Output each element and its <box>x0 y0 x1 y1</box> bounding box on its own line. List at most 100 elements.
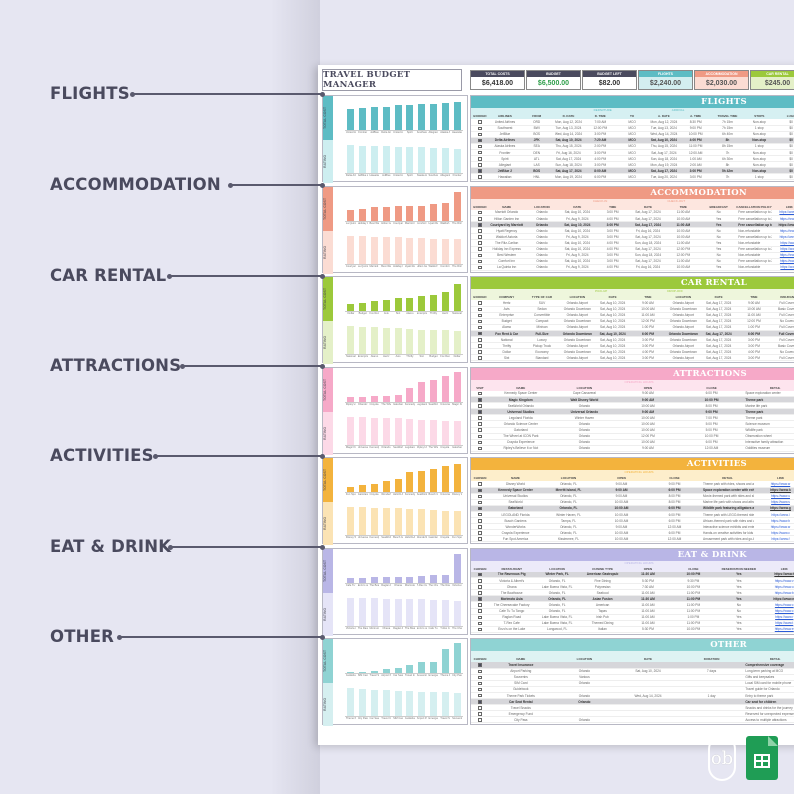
checkbox-cell[interactable] <box>471 155 489 163</box>
checkbox-unchecked[interactable] <box>478 229 482 233</box>
checkbox-unchecked[interactable] <box>478 706 482 710</box>
checkbox-cell[interactable] <box>471 149 489 157</box>
link-cell[interactable]: https://www.b <box>771 252 794 259</box>
column-header[interactable]: DATE <box>714 295 723 299</box>
checkbox-cell[interactable] <box>471 583 489 591</box>
link-cell[interactable]: https://www.e <box>761 626 794 633</box>
table-row[interactable]: Crayola Experience Orlando 10:00 AM 6:00 PM… <box>471 439 794 446</box>
table-row[interactable]: JetBlue 2 BOS Sat, Aug 17, 2024 8:00 AM MCO S… <box>471 167 794 175</box>
table-row[interactable]: Hertz SUV Orlando Airport Sat, Aug 10, 2024… <box>471 300 794 307</box>
checkbox-cell[interactable] <box>471 445 489 452</box>
table-row[interactable]: United Airlines ORD Mon, Aug 12, 2024 7:00 … <box>471 119 794 126</box>
checkbox-cell[interactable] <box>471 662 489 669</box>
checkbox-unchecked[interactable] <box>478 675 482 680</box>
column-header[interactable]: BREAKFAST <box>709 204 728 209</box>
link-cell[interactable]: https://www.f <box>754 535 794 543</box>
checkbox-unchecked[interactable] <box>478 391 482 396</box>
checkbox-cell[interactable] <box>471 716 489 724</box>
table-row[interactable]: Comfort Inn Orlando Sat, Aug 10, 2024 3:00 … <box>471 258 794 265</box>
link-cell[interactable]: https://www.t <box>761 620 794 627</box>
column-header[interactable]: D. TIME <box>594 114 606 118</box>
column-header[interactable]: D. DATE <box>562 114 575 118</box>
checkbox-checked[interactable] <box>478 169 482 173</box>
link-cell[interactable]: https://www.m <box>771 209 794 217</box>
link-cell[interactable]: https://www.b <box>754 517 794 525</box>
table-row[interactable]: JetBlue BOS Wed, Aug 14, 2024 3:00 PM MCO Wed… <box>471 131 794 138</box>
table-row[interactable]: Souvenirs Various Gifts and keepsakes <box>471 674 794 681</box>
column-header[interactable]: NAME <box>516 385 526 390</box>
checkbox-cell[interactable] <box>471 233 489 241</box>
column-header[interactable]: OPEN <box>643 385 653 390</box>
checkbox-unchecked[interactable] <box>478 307 482 312</box>
column-header[interactable]: TRAVEL TIME <box>717 114 738 118</box>
table-row[interactable]: Fox Rent A Car Full-Size Orlando Downtown S… <box>471 330 794 338</box>
checkbox-cell[interactable] <box>471 601 489 609</box>
table-row[interactable]: Raglan Road Lake Buena Vista, FL Irish Pub… <box>471 614 794 621</box>
table-row[interactable]: Busch Gardens Tampa, FL 10:00 AM 6:00 PM Afr… <box>471 517 794 525</box>
checkbox-unchecked[interactable] <box>478 235 482 239</box>
column-header[interactable]: A. DATE <box>657 114 670 118</box>
checkbox-cell[interactable] <box>471 264 489 271</box>
link-cell[interactable]: https://www.c <box>771 258 794 265</box>
link-cell[interactable]: https://www.o <box>761 583 794 591</box>
column-header[interactable]: RESERVATION NEEDED <box>721 566 757 571</box>
checkbox-unchecked[interactable] <box>478 585 482 589</box>
table-row[interactable]: Alamo Minivan Orlando Airport Sat, Aug 10, … <box>471 324 794 331</box>
checkbox-unchecked[interactable] <box>478 518 482 523</box>
checkbox-unchecked[interactable] <box>478 531 482 535</box>
table-row[interactable]: Crayola Experience Orlando, FL 10:00 AM 6:0… <box>471 529 794 537</box>
link-cell[interactable]: https://www.v <box>761 577 794 585</box>
column-header[interactable]: LOCATION <box>560 476 577 480</box>
link-cell[interactable]: https://www.w <box>754 523 794 531</box>
checkbox-unchecked[interactable] <box>478 687 482 692</box>
checkbox-unchecked[interactable] <box>478 175 482 179</box>
checkbox-cell[interactable] <box>471 517 489 525</box>
table-row[interactable]: SeaWorld Orlando Orlando 10:00 AM 8:00 PM Ma… <box>471 402 794 410</box>
column-header[interactable]: BOOKED <box>473 295 487 299</box>
checkbox-unchecked[interactable] <box>478 150 482 155</box>
column-header[interactable]: CANCELLATION POLICY <box>736 204 772 209</box>
column-header[interactable]: LINK <box>785 204 793 209</box>
table-row[interactable]: T-Rex Cafe Lake Buena Vista, FL Themed Din… <box>471 620 794 627</box>
checkbox-checked[interactable] <box>478 488 482 493</box>
column-header[interactable]: DETAIL <box>769 657 781 661</box>
table-row[interactable]: Car Seat Rental Orlando Car seat for child… <box>471 698 794 706</box>
link-cell[interactable]: https://www.r <box>761 614 794 621</box>
checkbox-unchecked[interactable] <box>478 428 482 433</box>
column-header[interactable]: RESTAURANT <box>501 566 522 571</box>
table-row[interactable]: Alaska Airlines SEA Thu, Aug 15, 2024 2:00 … <box>471 143 794 150</box>
checkbox-unchecked[interactable] <box>478 627 482 632</box>
column-header[interactable]: LOCATION <box>576 657 593 661</box>
checkbox-cell[interactable] <box>471 300 489 307</box>
link-cell[interactable]: https://www.b <box>761 589 794 597</box>
table-row[interactable]: Theme Park Tickets Orlando Wed, Aug 14, 20… <box>471 692 794 700</box>
link-cell[interactable]: https://www.c <box>761 608 794 615</box>
table-row[interactable]: National Luxury Orlando Downtown Sat, Aug 1… <box>471 336 794 344</box>
table-row[interactable]: Gatorland Orlando 10:00 AM 5:00 PM Wildlife … <box>471 427 794 434</box>
column-header[interactable]: CLOSE <box>669 476 680 480</box>
checkbox-cell[interactable] <box>471 414 489 422</box>
checkbox-cell[interactable] <box>471 674 489 681</box>
checkbox-cell[interactable] <box>471 505 489 512</box>
table-row[interactable]: Universal Studios Orlando, FL 9:00 AM 8:00 … <box>471 493 794 500</box>
column-header[interactable]: CUISINE TYPE <box>592 566 613 571</box>
checkbox-cell[interactable] <box>471 433 489 440</box>
column-header[interactable]: LUGG <box>786 114 794 118</box>
checkbox-unchecked[interactable] <box>478 120 482 124</box>
table-row[interactable]: Budget Compact Orlando Downtown Sat, Aug 10… <box>471 318 794 325</box>
checkbox-unchecked[interactable] <box>478 259 482 264</box>
column-header[interactable]: LINK <box>780 566 788 571</box>
column-header[interactable]: NAME <box>511 476 520 480</box>
checkbox-cell[interactable] <box>471 692 489 700</box>
checkbox-unchecked[interactable] <box>478 494 482 499</box>
table-row[interactable]: Sixt Standard Orlando Airport Sat, Aug 10, … <box>471 354 794 362</box>
checkbox-unchecked[interactable] <box>478 718 482 722</box>
checkbox-cell[interactable] <box>471 318 489 325</box>
link-cell[interactable]: https://www.m <box>761 595 794 603</box>
checkbox-unchecked[interactable] <box>478 440 482 445</box>
column-header[interactable]: DETAIL <box>769 385 781 390</box>
column-header[interactable]: INSURANCE <box>780 295 794 299</box>
link-cell[interactable]: https://www.m <box>771 221 794 229</box>
table-row[interactable]: Cafe Tu Tu Tango Orlando, FL Tapas 11:00 AM… <box>471 608 794 615</box>
checkbox-checked[interactable] <box>478 506 482 511</box>
